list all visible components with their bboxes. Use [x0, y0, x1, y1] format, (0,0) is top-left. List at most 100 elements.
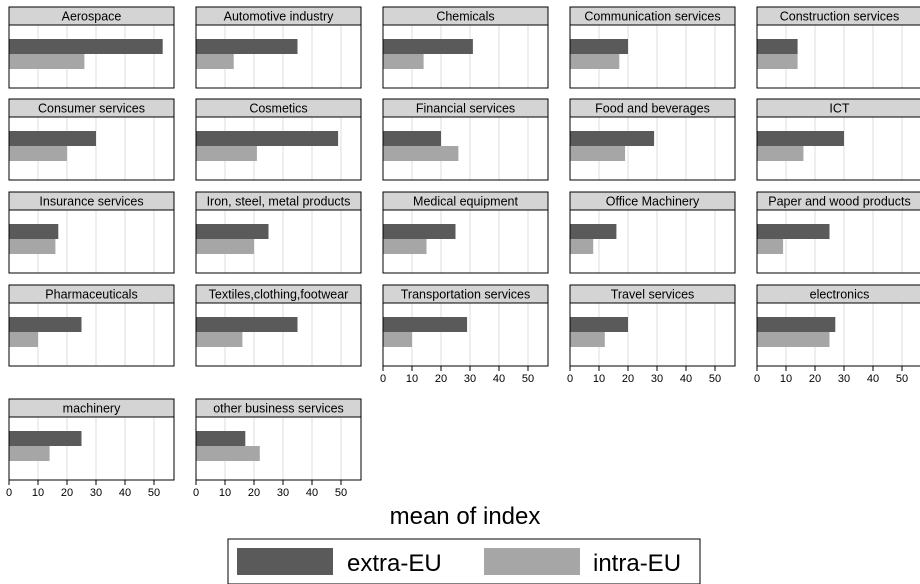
- x-tick-label: 20: [435, 373, 447, 385]
- panel-title: machinery: [63, 402, 121, 416]
- plot-area: [570, 210, 735, 273]
- panel-title: Financial services: [416, 102, 515, 116]
- panel-iron-steel-metal-products: Iron, steel, metal products: [195, 191, 362, 274]
- panel-pharmaceuticals: Pharmaceuticals: [8, 284, 175, 367]
- panel-construction-services: Construction services: [756, 6, 920, 89]
- chart-panels: Aerospace Automotive industry Chemicals Com…: [6, 6, 920, 499]
- panel-ict: ICT: [756, 98, 920, 181]
- plot-frame: [8, 302, 175, 367]
- bar-intra-eu: [9, 239, 56, 254]
- legend-label-intra-eu: intra-EU: [593, 550, 681, 577]
- bar-extra-eu: [757, 131, 844, 146]
- panel-medical-equipment: Medical equipment: [382, 191, 549, 274]
- bar-intra-eu: [196, 239, 254, 254]
- plot-frame: [195, 116, 362, 181]
- x-tick-label: 20: [61, 487, 73, 499]
- bar-extra-eu: [757, 224, 830, 239]
- plot-frame: [756, 302, 920, 367]
- plot-frame: [195, 24, 362, 89]
- bar-extra-eu: [383, 39, 473, 54]
- panel-food-and-beverages: Food and beverages: [569, 98, 736, 181]
- panel-office-machinery: Office Machinery: [569, 191, 736, 274]
- x-tick-label: 10: [780, 373, 792, 385]
- bar-intra-eu: [570, 146, 626, 161]
- bar-intra-eu: [570, 239, 594, 254]
- bar-intra-eu: [9, 54, 85, 69]
- bar-extra-eu: [9, 317, 82, 332]
- panel-title: Travel services: [611, 288, 695, 302]
- x-tick-label: 50: [148, 487, 160, 499]
- bar-intra-eu: [757, 239, 784, 254]
- plot-frame: [195, 302, 362, 367]
- panel-aerospace: Aerospace: [8, 6, 175, 89]
- panel-communication-services: Communication services: [569, 6, 736, 89]
- bar-extra-eu: [570, 39, 628, 54]
- plot-area: [757, 210, 920, 273]
- x-tick-label: 0: [6, 487, 12, 499]
- panel-textiles-clothing-footwear: Textiles,clothing,footwear: [195, 284, 362, 367]
- panel-travel-services: Travel services 0 10 20 30 40 50: [567, 284, 736, 385]
- panel-title: Iron, steel, metal products: [207, 195, 351, 209]
- x-tick-label: 30: [651, 373, 663, 385]
- x-axis-title: mean of index: [390, 503, 541, 530]
- bar-extra-eu: [9, 39, 163, 54]
- bar-intra-eu: [383, 54, 424, 69]
- x-tick-label: 50: [896, 373, 908, 385]
- plot-frame: [382, 302, 549, 367]
- plot-frame: [569, 302, 736, 367]
- bar-extra-eu: [383, 224, 456, 239]
- panel-title: Consumer services: [38, 102, 145, 116]
- bar-extra-eu: [9, 224, 59, 239]
- bar-intra-eu: [757, 54, 798, 69]
- x-tick-label: 50: [522, 373, 534, 385]
- bar-extra-eu: [9, 431, 82, 446]
- bar-extra-eu: [570, 317, 628, 332]
- panel-title: ICT: [829, 102, 850, 116]
- panel-cosmetics: Cosmetics: [195, 98, 362, 181]
- legend: extra-EU intra-EU: [227, 538, 701, 584]
- bar-extra-eu: [383, 131, 441, 146]
- bar-extra-eu: [196, 131, 339, 146]
- bar-intra-eu: [9, 332, 38, 347]
- x-tick-label: 40: [680, 373, 692, 385]
- panel-title: Cosmetics: [249, 102, 307, 116]
- x-tick-label: 30: [838, 373, 850, 385]
- panel-title: Textiles,clothing,footwear: [209, 288, 349, 302]
- bar-intra-eu: [9, 446, 50, 461]
- plot-frame: [756, 209, 920, 274]
- panel-title: electronics: [810, 288, 870, 302]
- plot-frame: [195, 416, 362, 481]
- bar-extra-eu: [196, 317, 298, 332]
- x-tick-label: 20: [622, 373, 634, 385]
- bar-extra-eu: [196, 39, 298, 54]
- panel-title: Medical equipment: [413, 195, 518, 209]
- bar-intra-eu: [196, 332, 243, 347]
- bar-extra-eu: [196, 431, 246, 446]
- x-tick-label: 40: [493, 373, 505, 385]
- panel-title: Aerospace: [62, 10, 122, 24]
- plot-frame: [569, 24, 736, 89]
- x-tick-label: 0: [193, 487, 199, 499]
- plot-frame: [756, 24, 920, 89]
- panel-financial-services: Financial services: [382, 98, 549, 181]
- x-tick-label: 30: [277, 487, 289, 499]
- bar-intra-eu: [9, 146, 67, 161]
- panel-transportation-services: Transportation services 0 10 20 30 40 50: [380, 284, 549, 385]
- x-tick-label: 50: [709, 373, 721, 385]
- plot-frame: [382, 209, 549, 274]
- x-tick-label: 40: [306, 487, 318, 499]
- panel-electronics: electronics 0 10 20 30 40 50: [754, 284, 920, 385]
- panel-title: Food and beverages: [595, 102, 710, 116]
- panel-consumer-services: Consumer services: [8, 98, 175, 181]
- bar-extra-eu: [9, 131, 96, 146]
- bar-intra-eu: [196, 54, 234, 69]
- x-tick-label: 20: [809, 373, 821, 385]
- panel-title: Paper and wood products: [768, 195, 910, 209]
- plot-frame: [382, 116, 549, 181]
- x-tick-label: 30: [90, 487, 102, 499]
- plot-frame: [195, 209, 362, 274]
- bar-intra-eu: [196, 146, 257, 161]
- legend-swatch-intra-eu: [484, 548, 580, 575]
- x-tick-label: 40: [867, 373, 879, 385]
- panel-title: Communication services: [584, 10, 720, 24]
